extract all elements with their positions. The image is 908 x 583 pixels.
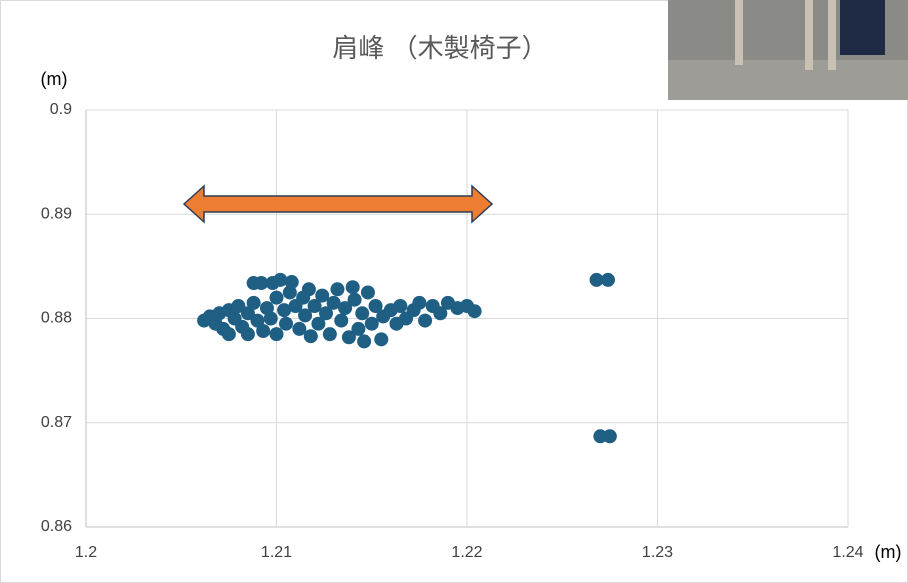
- point: [374, 332, 389, 347]
- x-axis-label: (m): [875, 542, 902, 562]
- point: [279, 316, 294, 331]
- point: [467, 304, 482, 319]
- x-tick-label: 1.24: [832, 544, 863, 561]
- point: [433, 306, 448, 321]
- photo-person: [840, 0, 885, 55]
- point: [292, 321, 307, 336]
- x-tick-label: 1.23: [642, 544, 673, 561]
- photo-chair-leg: [735, 0, 743, 65]
- point: [301, 282, 316, 297]
- y-tick-label: 0.86: [41, 518, 72, 535]
- plot-area: 0.86 0.87 0.88 0.89 0.9 1.2 1.21 1.22 1.23 1.24: [41, 101, 864, 561]
- point: [351, 321, 366, 336]
- point: [250, 313, 265, 328]
- point: [273, 272, 288, 287]
- point: [360, 285, 375, 300]
- point: [345, 280, 360, 295]
- point: [221, 327, 236, 342]
- point: [246, 295, 261, 310]
- range-arrow: [182, 184, 494, 224]
- point: [334, 313, 349, 328]
- point: [240, 306, 255, 321]
- point: [341, 330, 356, 345]
- point: [602, 429, 617, 444]
- point: [368, 298, 383, 313]
- y-tick-label: 0.87: [41, 414, 72, 431]
- point: [600, 272, 615, 287]
- point: [393, 298, 408, 313]
- point: [322, 327, 337, 342]
- point: [418, 313, 433, 328]
- point: [254, 276, 269, 291]
- point: [284, 275, 299, 290]
- x-tick-label: 1.22: [451, 544, 482, 561]
- point: [364, 316, 379, 331]
- point: [357, 334, 372, 349]
- point: [319, 306, 334, 321]
- y-tick-label: 0.9: [50, 101, 72, 118]
- x-tick-label: 1.2: [75, 544, 97, 561]
- point: [347, 292, 362, 307]
- point: [282, 285, 297, 300]
- point: [326, 295, 341, 310]
- photo-chair-leg: [828, 0, 836, 70]
- point: [338, 301, 353, 316]
- point: [231, 298, 246, 313]
- point: [311, 316, 326, 331]
- point: [330, 282, 345, 297]
- point: [269, 290, 284, 305]
- point: [263, 311, 278, 326]
- point: [355, 306, 370, 321]
- point: [256, 324, 271, 339]
- photo-floor: [668, 60, 908, 100]
- point: [412, 295, 427, 310]
- chart-title: 肩峰 （木製椅子）: [332, 33, 547, 63]
- photo-chair-leg: [805, 0, 813, 70]
- point: [307, 298, 322, 313]
- point: [589, 272, 604, 287]
- point: [240, 327, 255, 342]
- y-axis-label: (m): [41, 69, 68, 89]
- point: [315, 288, 330, 303]
- y-tick-label: 0.88: [41, 310, 72, 327]
- point: [269, 327, 284, 342]
- x-tick-label: 1.21: [261, 544, 292, 561]
- point: [298, 308, 313, 323]
- point: [303, 329, 318, 344]
- y-tick-label: 0.89: [41, 205, 72, 222]
- point: [277, 303, 292, 318]
